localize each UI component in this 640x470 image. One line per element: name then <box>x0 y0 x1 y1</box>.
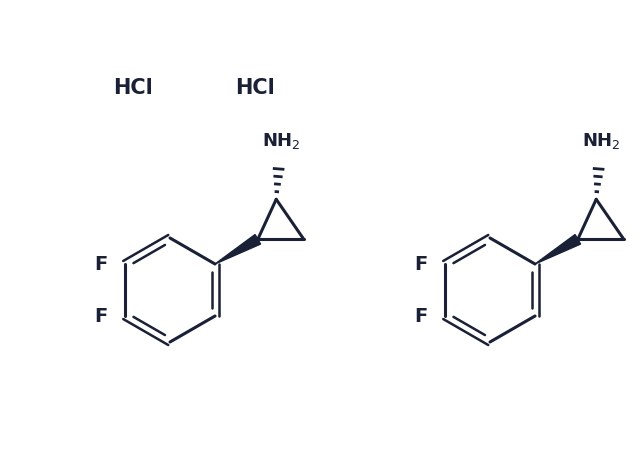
Text: HCl: HCl <box>113 78 153 98</box>
Text: F: F <box>95 254 108 274</box>
Text: F: F <box>95 306 108 326</box>
Text: NH$_2$: NH$_2$ <box>262 131 301 151</box>
Text: HCl: HCl <box>235 78 275 98</box>
Text: F: F <box>415 254 428 274</box>
Polygon shape <box>535 235 580 264</box>
Text: F: F <box>415 306 428 326</box>
Text: NH$_2$: NH$_2$ <box>582 131 621 151</box>
Polygon shape <box>215 235 260 264</box>
